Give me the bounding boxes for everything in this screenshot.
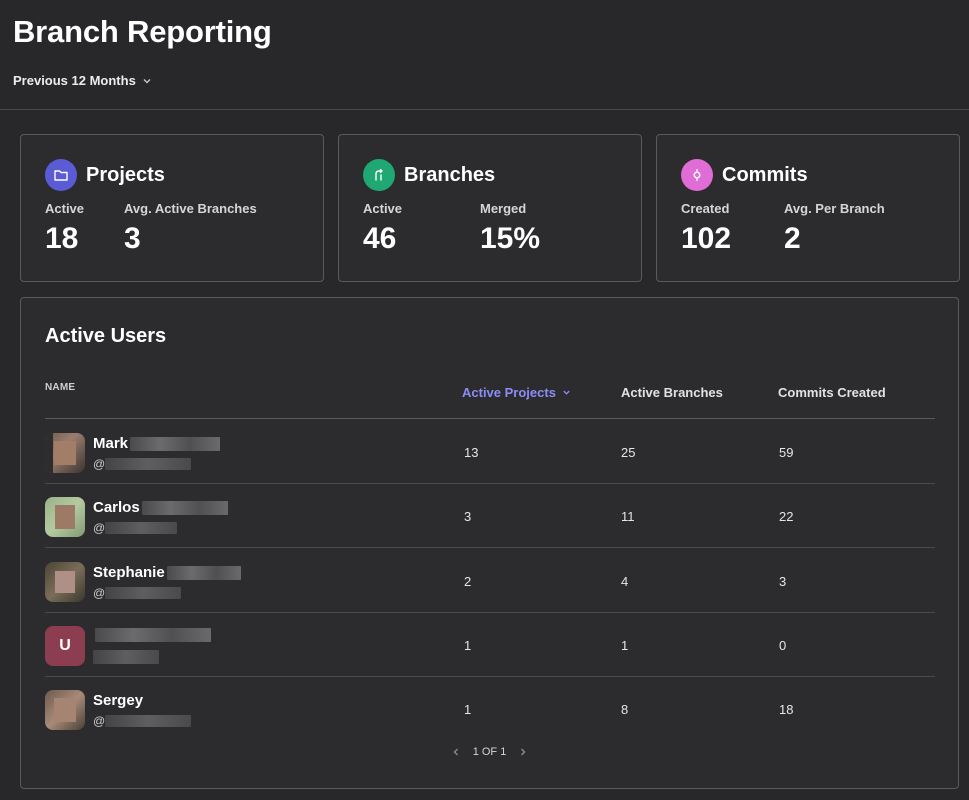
user-first-name: Sergey [93,692,144,709]
chevron-down-icon [143,78,151,83]
cell-active-branches: 4 [621,574,629,589]
page-title: Branch Reporting [13,14,272,49]
cell-active-branches: 11 [621,509,635,524]
commits-avg-label: Avg. Per Branch [784,201,885,216]
user-name [93,628,211,642]
user-handle: @ [93,714,192,728]
column-header-commits-created[interactable]: Commits Created [778,385,886,400]
folder-icon [45,159,77,191]
user-handle-prefix: @ [93,457,106,471]
chevron-right-icon[interactable] [518,747,528,757]
table-header-divider [45,418,935,419]
user-handle-prefix: @ [93,521,106,535]
column-header-active-projects-label: Active Projects [462,385,556,400]
avatar [45,562,85,602]
redacted-text [93,650,159,664]
branches-card: Branches Active 46 Merged 15% [338,134,642,282]
cell-active-projects: 1 [464,702,472,717]
user-first-name: Stephanie [93,564,165,581]
redacted-text [95,628,211,642]
redacted-text [105,458,192,470]
projects-avg-branches-value: 3 [124,222,141,255]
cell-active-branches: 8 [621,702,629,717]
user-first-name: Mark [93,435,129,452]
cell-active-branches: 25 [621,445,636,460]
cell-commits-created: 3 [779,574,787,589]
cell-commits-created: 0 [779,638,787,653]
cell-active-projects: 13 [464,445,479,460]
user-handle: @ [93,521,178,535]
redacted-text [105,715,192,727]
commits-title: Commits [722,163,808,186]
table-row[interactable]: Carlos @ 3 11 22 [45,484,935,548]
user-handle: @ [93,586,182,600]
cell-commits-created: 18 [779,702,794,717]
commits-card: Commits Created 102 Avg. Per Branch 2 [656,134,960,282]
branches-merged-label: Merged [480,201,527,216]
cell-active-branches: 1 [621,638,629,653]
commits-avg-value: 2 [784,222,801,255]
cell-commits-created: 59 [779,445,794,460]
redacted-text [130,436,221,451]
sort-chevron-down-icon [563,390,570,395]
user-name: Sergey [93,692,143,709]
cell-active-projects: 3 [464,509,472,524]
avatar-letter: U [59,637,71,654]
branches-active-label: Active [363,201,403,216]
branches-merged-value: 15% [480,222,541,255]
avatar: U [45,626,85,666]
active-users-panel: Active Users NAME Active Projects Active… [20,297,959,789]
commit-icon [681,159,713,191]
commits-created-label: Created [681,201,730,216]
user-name: Stephanie [93,564,241,581]
chevron-left-icon[interactable] [451,747,461,757]
projects-avg-branches-label: Avg. Active Branches [124,201,257,216]
redacted-text [141,500,228,515]
projects-active-value: 18 [45,222,79,255]
table-row[interactable]: Stephanie @ 2 4 3 [45,549,935,613]
cell-commits-created: 22 [779,509,794,524]
projects-active-label: Active [45,201,85,216]
column-header-active-branches[interactable]: Active Branches [621,385,723,400]
user-name: Carlos [93,499,228,516]
pagination: 1 OF 1 [21,746,958,758]
branches-title: Branches [404,163,496,186]
branches-active-value: 46 [363,222,397,255]
redacted-text [105,522,178,534]
redacted-text [105,587,182,599]
commits-created-value: 102 [681,222,732,255]
user-handle [93,650,159,664]
branch-merge-icon [363,159,395,191]
projects-card: Projects Active 18 Avg. Active Branches … [20,134,324,282]
page-header: Branch Reporting Previous 12 Months [0,0,969,110]
user-handle: @ [93,457,192,471]
column-header-active-projects[interactable]: Active Projects [462,385,571,400]
redacted-text [166,565,241,580]
cell-active-projects: 2 [464,574,472,589]
avatar [45,690,85,730]
user-handle-prefix: @ [93,714,106,728]
cell-active-projects: 1 [464,638,472,653]
user-first-name: Carlos [93,499,140,516]
table-row[interactable]: Mark @ 13 25 59 [45,420,935,484]
table-row[interactable]: U 1 1 0 [45,613,935,677]
period-dropdown[interactable]: Previous 12 Months [13,73,152,88]
projects-title: Projects [86,163,165,186]
avatar [45,433,85,473]
avatar [45,497,85,537]
period-label: Previous 12 Months [13,73,136,88]
user-name: Mark [93,435,221,452]
column-header-name[interactable]: NAME [45,382,76,393]
user-handle-prefix: @ [93,586,106,600]
active-users-title: Active Users [45,325,167,347]
table-row[interactable]: Sergey @ 1 8 18 [45,677,935,741]
page-indicator: 1 OF 1 [472,746,507,758]
